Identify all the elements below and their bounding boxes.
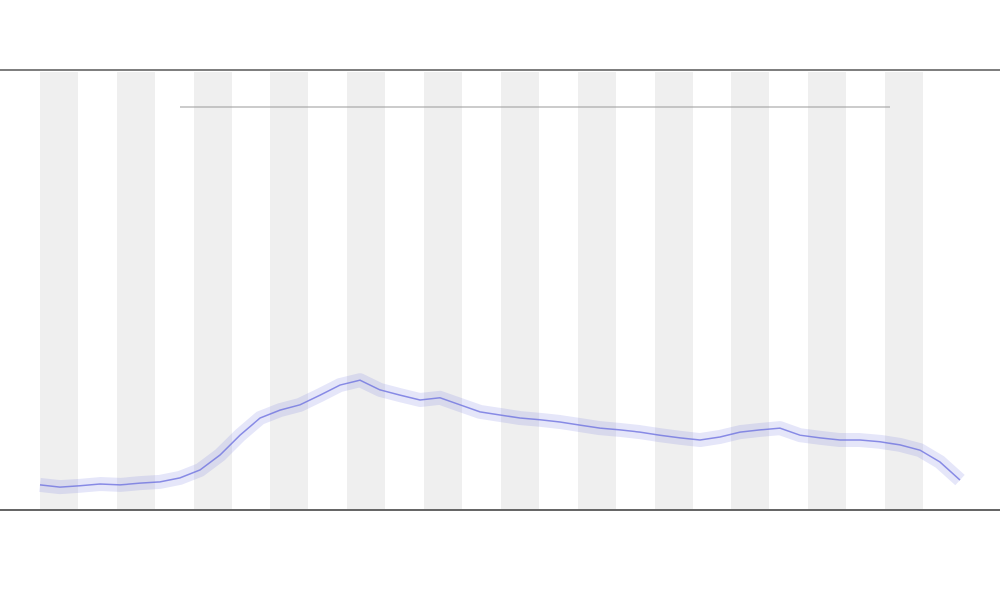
bands xyxy=(40,72,923,509)
spikes xyxy=(317,230,831,450)
trace xyxy=(39,379,961,488)
